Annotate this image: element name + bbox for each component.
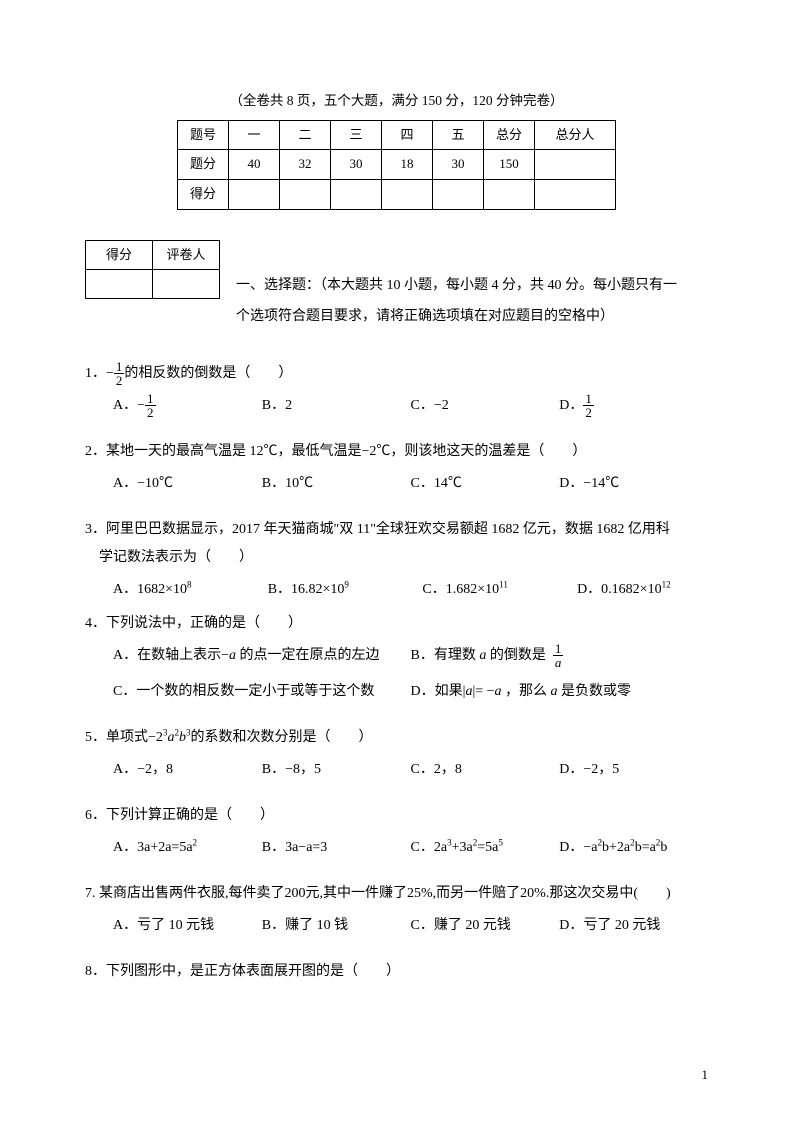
- option-c: C．2，8: [411, 756, 560, 784]
- question-8: 8．下列图形中，是正方体表面展开图的是（ ）: [85, 958, 708, 986]
- question-3: 3．阿里巴巴数据显示，2017 年天猫商城"双 11"全球狂欢交易额超 1682…: [85, 516, 708, 572]
- q1-options: A．−12 B．2 C．−2 D．12: [85, 392, 708, 420]
- cell: 30: [331, 150, 382, 180]
- table-row: 得分: [178, 180, 616, 210]
- cell: [86, 269, 153, 298]
- option-a: A．亏了 10 元钱: [113, 912, 262, 940]
- q3-line1: 3．阿里巴巴数据显示，2017 年天猫商城"双 11"全球狂欢交易额超 1682…: [85, 522, 670, 537]
- question-4: 4．下列说法中，正确的是（ ）: [85, 610, 708, 638]
- cell: 18: [382, 150, 433, 180]
- exam-header: （全卷共 8 页，五个大题，满分 150 分，120 分钟完卷）: [85, 90, 708, 112]
- q3-line2: 学记数法表示为（ ）: [85, 550, 253, 565]
- score-table: 题号 一 二 三 四 五 总分 总分人 题分 40 32 30 18 30 15…: [177, 120, 616, 210]
- cell: [433, 180, 484, 210]
- section-intro-line2: 个选项符合题目要求，请将正确选项填在对应题目的空格中）: [236, 309, 614, 324]
- cell: [153, 269, 220, 298]
- option-b: B．−8，5: [262, 756, 411, 784]
- cell: [484, 180, 535, 210]
- cell: 得分: [178, 180, 229, 210]
- option-d: D．−2，5: [559, 756, 708, 784]
- q4-options-row1: A．在数轴上表示−a 的点一定在原点的左边 B．有理数 a 的倒数是 1a: [85, 642, 708, 670]
- option-c: C．−2: [411, 392, 560, 420]
- option-b: B．10℃: [262, 470, 411, 498]
- question-6: 6．下列计算正确的是（ ）: [85, 802, 708, 830]
- option-a: A．−12: [113, 392, 262, 420]
- option-a: A．在数轴上表示−a 的点一定在原点的左边: [113, 642, 411, 670]
- option-b: B．3a−a=3: [262, 834, 411, 862]
- cell: 150: [484, 150, 535, 180]
- question-7: 7. 某商店出售两件衣服,每件卖了200元,其中一件赚了25%,而另一件赔了20…: [85, 880, 708, 908]
- question-5: 5．单项式−23a2b3的系数和次数分别是（ ）: [85, 724, 708, 752]
- cell: 二: [280, 120, 331, 150]
- option-d: D．12: [559, 392, 708, 420]
- q4-options-row2: C．一个数的相反数一定小于或等于这个数 D．如果|a|= −a ，那么 a 是负…: [85, 678, 708, 706]
- option-a: A．1682×108: [113, 576, 268, 604]
- option-a: A．−10℃: [113, 470, 262, 498]
- section-intro-line1: 一、选择题：（本大题共 10 小题，每小题 4 分，共 40 分。每小题只有一: [236, 278, 677, 293]
- cell: 一: [229, 120, 280, 150]
- q2-options: A．−10℃ B．10℃ C．14℃ D．−14℃: [85, 470, 708, 498]
- option-b: B．16.82×109: [268, 576, 423, 604]
- cell: 30: [433, 150, 484, 180]
- option-d: D．−a2b+2a2b=a2b: [559, 834, 708, 862]
- option-d: D．−14℃: [559, 470, 708, 498]
- cell: 题号: [178, 120, 229, 150]
- cell: 得分: [86, 240, 153, 269]
- fraction-half: 12: [114, 360, 125, 387]
- q1-tail: 的相反数的倒数是（ ）: [124, 366, 292, 381]
- option-c: C．赚了 20 元钱: [411, 912, 560, 940]
- table-row: 题号 一 二 三 四 五 总分 总分人: [178, 120, 616, 150]
- cell: 三: [331, 120, 382, 150]
- option-a: A．3a+2a=5a2: [113, 834, 262, 862]
- cell: 评卷人: [153, 240, 220, 269]
- option-c: C．一个数的相反数一定小于或等于这个数: [113, 678, 411, 706]
- option-d: D．亏了 20 元钱: [559, 912, 708, 940]
- cell: [535, 180, 616, 210]
- question-1: 1．−12的相反数的倒数是（ ）: [85, 360, 708, 388]
- cell: 五: [433, 120, 484, 150]
- option-b: B．有理数 a 的倒数是 1a: [411, 642, 709, 670]
- marker-table: 得分 评卷人: [85, 240, 220, 299]
- table-row: 题分 40 32 30 18 30 150: [178, 150, 616, 180]
- option-a: A．−2，8: [113, 756, 262, 784]
- page-number: 1: [702, 1065, 709, 1086]
- cell: 32: [280, 150, 331, 180]
- cell: [229, 180, 280, 210]
- cell: 40: [229, 150, 280, 180]
- cell: [382, 180, 433, 210]
- cell: [280, 180, 331, 210]
- cell: [535, 150, 616, 180]
- option-d: D．0.1682×1012: [577, 576, 708, 604]
- q7-options: A．亏了 10 元钱 B．赚了 10 钱 C．赚了 20 元钱 D．亏了 20 …: [85, 912, 708, 940]
- option-c: C．14℃: [411, 470, 560, 498]
- question-2: 2．某地一天的最高气温是 12℃，最低气温是−2℃，则该地这天的温差是（ ）: [85, 438, 708, 466]
- cell: [331, 180, 382, 210]
- option-b: B．2: [262, 392, 411, 420]
- q1-text: 1．−: [85, 366, 114, 381]
- option-b: B．赚了 10 钱: [262, 912, 411, 940]
- q6-options: A．3a+2a=5a2 B．3a−a=3 C．2a3+3a2=5a5 D．−a2…: [85, 834, 708, 862]
- cell: 四: [382, 120, 433, 150]
- option-d: D．如果|a|= −a ，那么 a 是负数或零: [411, 678, 709, 706]
- q3-options: A．1682×108 B．16.82×109 C．1.682×1011 D．0.…: [85, 576, 708, 604]
- cell: 总分: [484, 120, 535, 150]
- section-intro: 一、选择题：（本大题共 10 小题，每小题 4 分，共 40 分。每小题只有一 …: [236, 240, 708, 332]
- option-c: C．2a3+3a2=5a5: [411, 834, 560, 862]
- q5-options: A．−2，8 B．−8，5 C．2，8 D．−2，5: [85, 756, 708, 784]
- option-c: C．1.682×1011: [422, 576, 577, 604]
- cell: 总分人: [535, 120, 616, 150]
- cell: 题分: [178, 150, 229, 180]
